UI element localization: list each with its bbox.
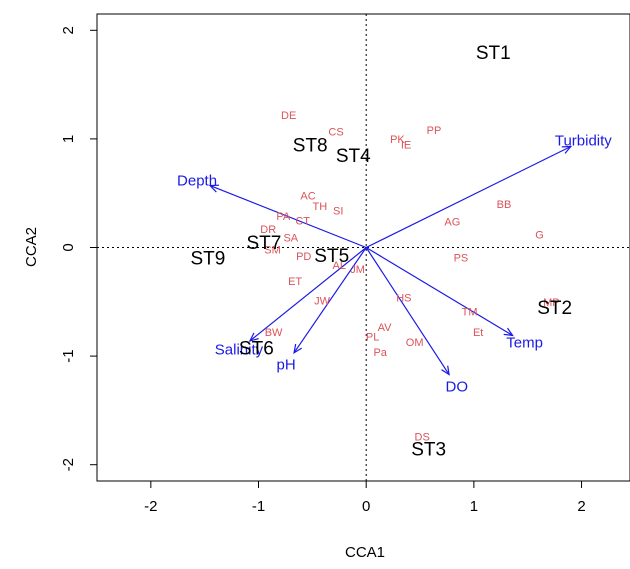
species-label: MP	[543, 297, 560, 309]
species-label: HS	[396, 292, 411, 304]
species-label: SM	[264, 245, 281, 257]
species-label: AC	[300, 190, 315, 202]
env-vector-arrowhead	[293, 343, 303, 355]
species-label: IE	[401, 139, 411, 151]
species-label: AV	[378, 322, 393, 334]
species-label: SA	[283, 233, 298, 245]
x-axis: -2 -1 0 1 2	[144, 481, 586, 515]
y-tick-label: 2	[60, 26, 77, 34]
env-vector-line	[293, 247, 367, 354]
env-vector-arrowhead	[503, 327, 514, 337]
species-label: BW	[265, 327, 283, 339]
species-label: PL	[366, 332, 379, 344]
env-vector-line	[209, 185, 367, 249]
site-label: ST7	[246, 233, 281, 254]
site-labels: ST1 ST2 ST3 ST4 ST5 ST6 ST7 ST8 ST9	[190, 43, 572, 460]
x-tick-label: 2	[577, 498, 585, 515]
species-label: TM	[462, 307, 478, 319]
site-label: ST2	[537, 298, 572, 319]
site-label: ST5	[314, 246, 349, 267]
species-label: SI	[333, 206, 343, 218]
species-label: PA	[276, 211, 291, 223]
y-tick-label: 0	[60, 243, 77, 251]
species-label: Et	[473, 327, 483, 339]
env-vector-arrowhead	[208, 184, 220, 193]
species-label: PS	[454, 252, 469, 264]
species-label: DS	[415, 431, 430, 443]
y-tick-label: -1	[60, 349, 77, 362]
site-label: ST8	[293, 135, 328, 156]
y-axis: -2 -1 0 1 2	[60, 26, 97, 471]
env-vector-arrowhead	[248, 332, 259, 342]
env-vector-arrowhead	[441, 365, 450, 376]
species-label: G	[535, 229, 544, 241]
env-vector-line	[249, 247, 367, 342]
y-tick-label: 1	[60, 135, 77, 143]
species-label: CT	[295, 215, 310, 227]
species-label: TH	[313, 201, 328, 213]
site-label: ST1	[476, 43, 511, 64]
y-axis-title: CCA2	[23, 227, 40, 267]
x-axis-title: CCA1	[345, 544, 385, 561]
species-label: ET	[288, 276, 302, 288]
env-vector-label: Depth	[177, 172, 217, 189]
species-label: DR	[260, 224, 276, 236]
env-vector-arrowhead	[561, 145, 573, 154]
species-label: PK	[390, 134, 405, 146]
species-label: OM	[406, 337, 424, 349]
env-vector-label: Salinity	[215, 342, 264, 359]
species-label: PD	[296, 251, 311, 263]
x-tick-label: 1	[470, 498, 478, 515]
species-label: AL	[333, 260, 346, 272]
species-label: AG	[444, 216, 460, 228]
env-vector-line	[365, 247, 450, 375]
env-vector-line	[365, 145, 572, 249]
species-label: JW	[314, 296, 331, 308]
y-tick-label: -2	[60, 458, 77, 471]
species-label: BB	[497, 199, 512, 211]
env-vector-label: Temp	[506, 335, 543, 352]
environmental-vectors: Turbidity Depth Temp DO pH Salinity	[177, 132, 612, 395]
site-label: ST6	[239, 338, 274, 359]
site-label: ST9	[190, 248, 225, 269]
species-label: PP	[427, 125, 442, 137]
env-vector-line	[365, 246, 513, 336]
x-tick-label: 0	[362, 498, 370, 515]
site-label: ST4	[336, 146, 371, 167]
site-label: ST3	[411, 439, 446, 460]
species-label: CS	[328, 126, 343, 138]
env-vector-label: Turbidity	[555, 132, 612, 149]
reference-lines	[97, 14, 630, 481]
species-label: Pa	[373, 347, 387, 359]
env-vector-label: DO	[446, 378, 469, 395]
species-label: JM	[350, 264, 365, 276]
env-vector-label: pH	[277, 356, 296, 373]
x-tick-label: -2	[144, 498, 157, 515]
species-label: DE	[281, 110, 296, 122]
x-tick-label: -1	[252, 498, 265, 515]
